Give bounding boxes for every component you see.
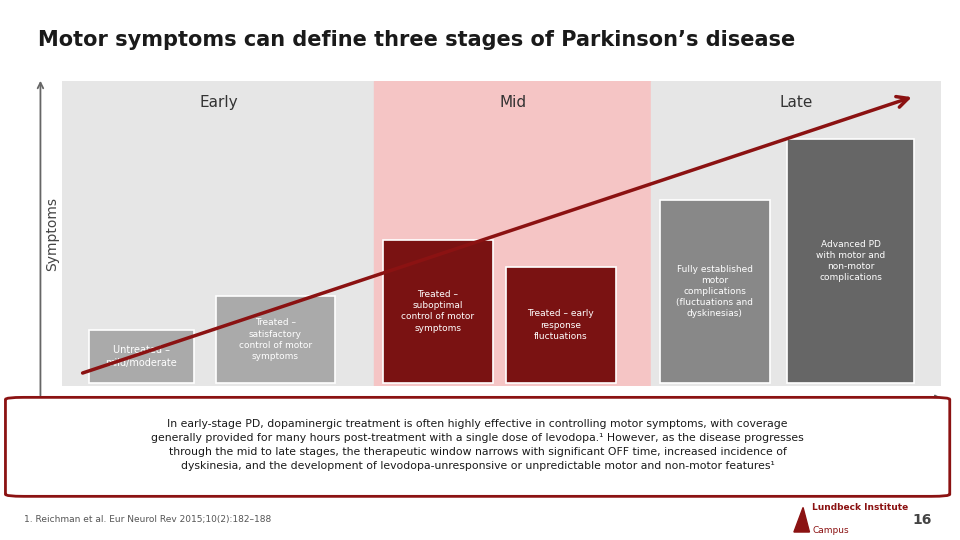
FancyBboxPatch shape (383, 240, 492, 383)
Text: Early: Early (199, 95, 238, 110)
FancyBboxPatch shape (6, 397, 949, 496)
Text: Lundbeck Institute: Lundbeck Institute (812, 503, 908, 512)
Bar (62, 81, 374, 386)
Bar (651, 81, 941, 386)
Text: Advanced PD
with motor and
non-motor
complications: Advanced PD with motor and non-motor com… (816, 240, 885, 282)
Text: Treated –
satisfactory
control of motor
symptoms: Treated – satisfactory control of motor … (239, 319, 312, 361)
Text: Fully established
motor
complications
(fluctuations and
dyskinesias): Fully established motor complications (f… (676, 265, 753, 318)
FancyBboxPatch shape (88, 329, 194, 383)
Text: Late: Late (780, 95, 812, 110)
Text: 16: 16 (912, 513, 931, 526)
FancyBboxPatch shape (216, 296, 335, 383)
FancyBboxPatch shape (660, 200, 770, 383)
Text: In early-stage PD, dopaminergic treatment is often highly effective in controlli: In early-stage PD, dopaminergic treatmen… (152, 418, 804, 471)
Y-axis label: Symptoms: Symptoms (46, 197, 60, 271)
Text: Treated – early
response
fluctuations: Treated – early response fluctuations (527, 309, 594, 341)
Text: Disease stage: Disease stage (453, 408, 550, 421)
Text: Treated –
suboptimal
control of motor
symptoms: Treated – suboptimal control of motor sy… (401, 290, 474, 333)
Text: Campus: Campus (812, 526, 849, 535)
Polygon shape (794, 508, 809, 532)
Text: 1. Reichman et al. Eur Neurol Rev 2015;10(2):182–188: 1. Reichman et al. Eur Neurol Rev 2015;1… (24, 515, 271, 524)
Text: Motor symptoms can define three stages of Parkinson’s disease: Motor symptoms can define three stages o… (38, 30, 796, 50)
Text: Mid: Mid (499, 95, 526, 110)
Text: Untreated –
mild/moderate: Untreated – mild/moderate (106, 345, 178, 368)
FancyBboxPatch shape (506, 267, 615, 383)
Bar (374, 81, 651, 386)
FancyBboxPatch shape (787, 139, 915, 383)
